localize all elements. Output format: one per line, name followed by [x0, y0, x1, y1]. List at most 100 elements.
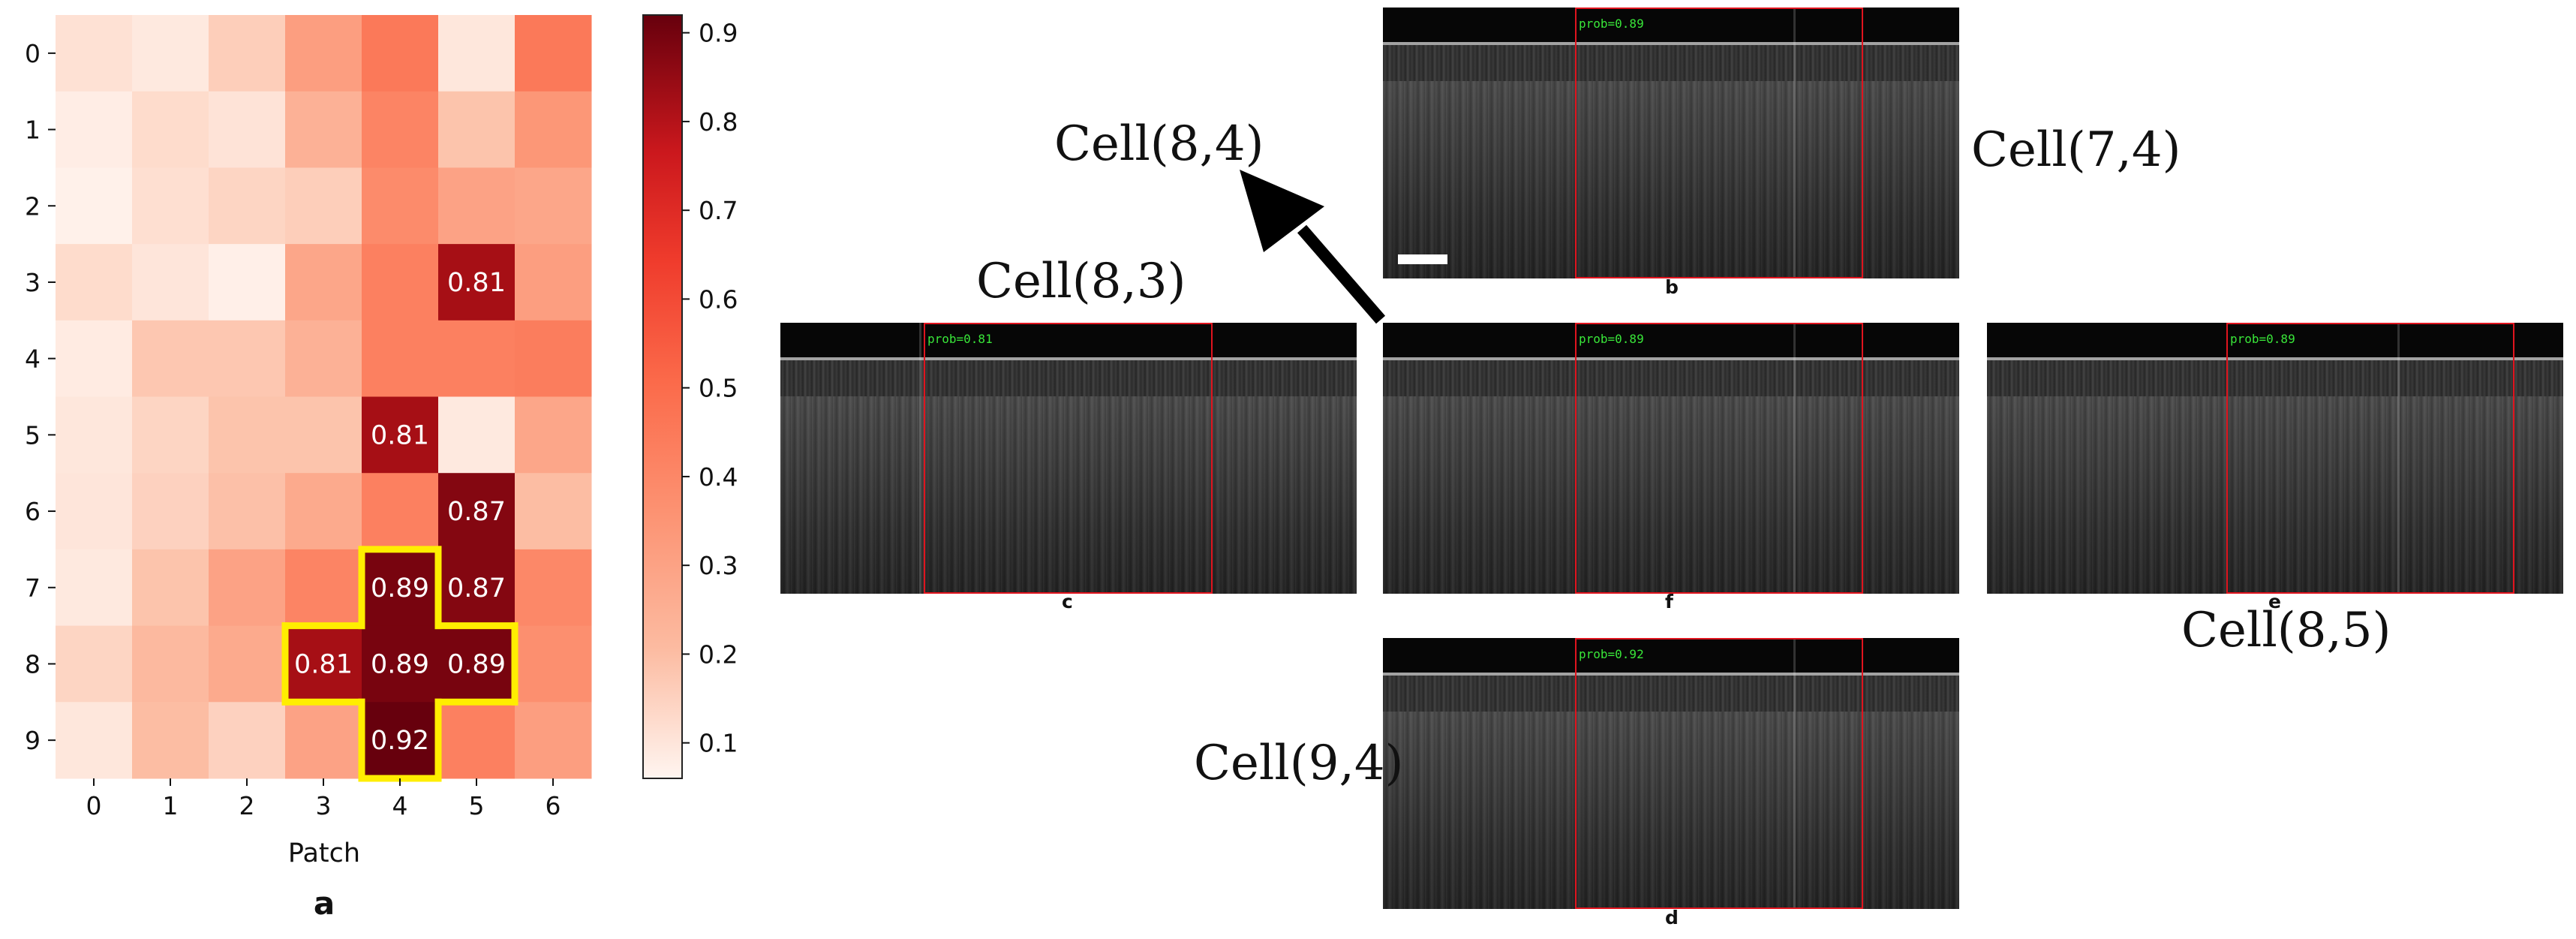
heatmap-cell: [132, 702, 209, 779]
heatmap-cell: [56, 15, 133, 92]
x-tick-label: 6: [546, 791, 561, 820]
heatmap-cell: [362, 396, 439, 474]
prediction-box: [1575, 638, 1863, 909]
heatmap-cell: [56, 167, 133, 245]
heatmap-cell: [132, 167, 209, 245]
heatmap-cell: [56, 549, 133, 627]
scale-bar: [1398, 254, 1447, 264]
y-tick-label: 8: [25, 649, 41, 679]
heatmap-cell: [132, 91, 209, 168]
arrow-shaft: [1297, 224, 1386, 324]
colorbar-tick-label: 0.1: [699, 729, 738, 758]
heatmap-cell: [362, 473, 439, 550]
heatmap-cell: [56, 91, 133, 168]
heatmap-cell: [132, 625, 209, 703]
y-tick-labels: 0 1 2 3 4 5 6 7 8 9: [25, 39, 56, 755]
heatmap-cell: [515, 549, 592, 627]
oct-panel-c: prob=0.81: [780, 323, 1357, 594]
cell-label-f: Cell(8,4): [1054, 116, 1264, 172]
cell-annotation: 0.89: [371, 573, 429, 603]
y-tick-label: 5: [25, 420, 41, 450]
heatmap-cell: [209, 396, 286, 474]
heatmap-cell: [209, 320, 286, 397]
x-tick-label: 2: [239, 791, 255, 820]
prob-label: prob=0.89: [1579, 332, 1644, 346]
heatmap-cell: [438, 244, 516, 321]
heatmap-cell: [56, 244, 133, 321]
arrow-head: [1240, 170, 1324, 252]
x-tick-label: 5: [469, 791, 485, 820]
highlight-outline: [281, 546, 519, 782]
y-tick-label: 6: [25, 497, 41, 526]
y-tick-label: 4: [25, 345, 41, 374]
heatmap-cell: [56, 396, 133, 474]
heatmap-cell: [285, 167, 362, 245]
heatmap-cell: [285, 625, 362, 703]
colorbar-tick-label: 0.8: [699, 107, 738, 137]
colorbar-tick-label: 0.4: [699, 462, 738, 492]
heatmap-cell: [209, 625, 286, 703]
heatmap-cell: [209, 702, 286, 779]
oct-panel-d: prob=0.92: [1383, 638, 1959, 909]
y-tick-label: 2: [25, 191, 41, 221]
heatmap-cell: [515, 320, 592, 397]
colorbar-tick-label: 0.9: [699, 19, 738, 48]
cell-annotation: 0.81: [294, 649, 353, 679]
prediction-box: [1575, 8, 1863, 278]
heatmap-cell: [515, 702, 592, 779]
y-tick-label: 1: [25, 116, 41, 145]
prediction-box: [1575, 323, 1863, 594]
heatmap-cell: [209, 167, 286, 245]
heatmap-cell: [56, 473, 133, 550]
heatmap-cell: [438, 320, 516, 397]
heatmap-cell: [438, 15, 516, 92]
heatmap-cell: [362, 549, 439, 627]
y-tick-label: 3: [25, 268, 41, 297]
heatmap-cells: [56, 15, 592, 779]
cell-label-c: Cell(8,3): [976, 254, 1186, 309]
heatmap-cell: [515, 625, 592, 703]
heatmap-cell: [209, 473, 286, 550]
heatmap-cell: [132, 549, 209, 627]
heatmap-cell: [362, 15, 439, 92]
x-tick-label: 3: [316, 791, 332, 820]
prob-label: prob=0.92: [1579, 647, 1644, 661]
heatmap-cell: [515, 396, 592, 474]
heatmap-annotations: 0.81 0.81 0.87 0.89 0.87 0.81 0.89 0.89 0.92: [294, 268, 506, 756]
prob-label: prob=0.81: [927, 332, 993, 346]
colorbar-tick-label: 0.5: [699, 374, 738, 403]
heatmap-cell: [362, 320, 439, 397]
colorbar: [642, 14, 683, 779]
x-tick-label: 4: [392, 791, 408, 820]
heatmap-cell: [362, 91, 439, 168]
panel-letter-b: b: [1665, 276, 1679, 298]
cell-annotation: 0.92: [371, 726, 429, 756]
heatmap-cell: [438, 167, 516, 245]
prob-label: prob=0.89: [1579, 17, 1644, 31]
heatmap-cell: [56, 625, 133, 703]
cell-annotation: 0.87: [447, 497, 506, 527]
heatmap-cell: [438, 396, 516, 474]
heatmap-cell: [285, 473, 362, 550]
heatmap-cell: [438, 91, 516, 168]
heatmap-cell: [209, 549, 286, 627]
panel-letter-c: c: [1062, 591, 1073, 612]
heatmap-cell: [438, 549, 516, 627]
heatmap-cell: [132, 320, 209, 397]
heatmap-cell: [515, 91, 592, 168]
prediction-box: [924, 323, 1213, 594]
heatmap-cell: [285, 15, 362, 92]
heatmap-cell: [285, 702, 362, 779]
colorbar-ticks: 0.1 0.2 0.3 0.4 0.5 0.6 0.7 0.8 0.9: [682, 19, 738, 758]
panel-letter-f: f: [1665, 591, 1673, 612]
heatmap-cell: [56, 702, 133, 779]
y-tick-label: 7: [25, 573, 41, 603]
heatmap-cell: [209, 15, 286, 92]
x-tick-label: 0: [86, 791, 102, 820]
heatmap-cell: [515, 15, 592, 92]
heatmap-cell: [362, 702, 439, 779]
heatmap-cell: [438, 625, 516, 703]
heatmap-cell: [132, 396, 209, 474]
cell-annotation: 0.87: [447, 573, 506, 603]
heatmap-cell: [209, 244, 286, 321]
